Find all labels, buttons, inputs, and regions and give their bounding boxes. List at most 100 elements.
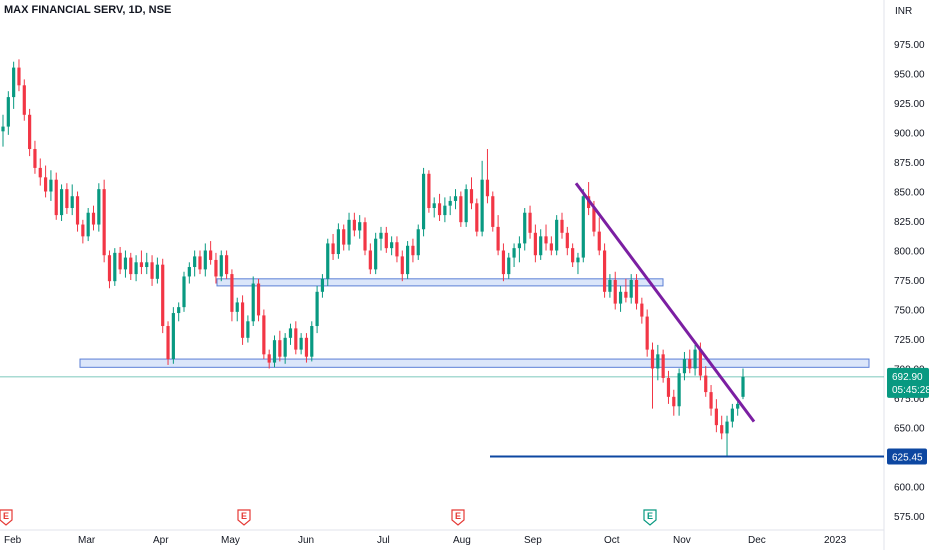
- x-tick-label: Mar: [78, 535, 96, 546]
- candle-body: [182, 276, 186, 308]
- candle-body: [576, 257, 580, 263]
- x-tick-label: Sep: [524, 535, 542, 546]
- candle-body: [86, 212, 90, 237]
- candle-body: [512, 248, 516, 258]
- candle-body: [427, 173, 431, 209]
- candle-body: [411, 245, 415, 256]
- candle-body: [54, 179, 58, 216]
- candle-body: [358, 222, 362, 231]
- candle-body: [65, 189, 69, 209]
- candle-body: [608, 280, 612, 292]
- y-tick-label: 950.00: [894, 70, 925, 81]
- candle-body: [347, 219, 351, 245]
- candle-body: [475, 203, 479, 232]
- earnings-event-icon[interactable]: E: [451, 509, 465, 526]
- candle-body: [400, 256, 404, 275]
- candle-body: [720, 425, 724, 434]
- candle-body: [43, 177, 48, 192]
- candle-body: [485, 179, 490, 197]
- y-tick-label: 875.00: [894, 158, 925, 169]
- y-tick-label: 850.00: [894, 188, 925, 199]
- price-zone: [216, 278, 664, 287]
- candle-body: [75, 196, 80, 225]
- candle-body: [336, 229, 340, 255]
- y-tick-label: 575.00: [894, 512, 925, 523]
- candle-body: [33, 149, 37, 168]
- y-tick-label: 800.00: [894, 247, 925, 258]
- x-tick-label: May: [221, 535, 240, 546]
- candle-body: [571, 248, 575, 263]
- event-marker-letter: E: [647, 511, 653, 521]
- candle-body: [533, 232, 537, 256]
- x-tick-label: Dec: [748, 535, 766, 546]
- candle-body: [656, 354, 660, 369]
- candle-body: [613, 280, 617, 304]
- candle-body: [453, 196, 458, 201]
- candle-body: [661, 354, 665, 378]
- candle-body: [501, 250, 506, 275]
- candle-body: [288, 328, 293, 338]
- y-tick-label: 775.00: [894, 276, 925, 287]
- candle-body: [150, 262, 154, 279]
- candle-body: [491, 196, 495, 227]
- y-tick-label: 825.00: [894, 217, 925, 228]
- candle-body: [384, 232, 388, 249]
- candle-body: [155, 264, 159, 279]
- candle-body: [219, 255, 223, 277]
- event-marker-shape: [237, 509, 251, 526]
- candle-body: [171, 313, 175, 360]
- candle-body: [528, 212, 532, 233]
- candle-body: [294, 328, 298, 350]
- candle-body: [240, 302, 245, 338]
- candle-body: [565, 232, 569, 249]
- candle-body: [555, 219, 559, 251]
- candle-body: [437, 203, 442, 216]
- candle-body: [283, 337, 287, 357]
- candle-body: [379, 232, 383, 239]
- event-marker-letter: E: [455, 511, 461, 521]
- candle-body: [214, 259, 218, 277]
- earnings-event-icon[interactable]: E: [0, 509, 13, 526]
- x-tick-label: Jul: [377, 535, 390, 546]
- candle-body: [139, 262, 144, 268]
- earnings-event-icon[interactable]: E: [643, 509, 657, 526]
- candle-body: [38, 167, 42, 178]
- candle-body: [123, 257, 128, 270]
- candle-body: [581, 196, 585, 258]
- candle-body: [320, 278, 325, 292]
- candle-body: [22, 85, 26, 115]
- y-tick-label: 725.00: [894, 335, 925, 346]
- earnings-event-icon[interactable]: E: [237, 509, 251, 526]
- candle-body: [592, 208, 596, 232]
- candle-body: [421, 173, 426, 230]
- candle-body: [49, 179, 53, 192]
- candle-body: [97, 189, 101, 225]
- candle-body: [539, 236, 543, 256]
- candle-body: [70, 196, 74, 209]
- candle-body: [272, 340, 277, 363]
- candle-body: [278, 340, 282, 357]
- candle-body: [406, 245, 410, 275]
- last-price-text: 692.90: [892, 372, 923, 383]
- candle-body: [395, 242, 399, 257]
- y-tick-label: 975.00: [894, 40, 925, 51]
- candle-body: [107, 255, 112, 282]
- event-marker-letter: E: [3, 511, 9, 521]
- last-price-tag: [887, 367, 929, 398]
- candle-body: [166, 326, 170, 360]
- candle-body: [645, 316, 649, 350]
- candle-body: [523, 212, 527, 244]
- y-tick-label: 925.00: [894, 99, 925, 110]
- candle-body: [235, 302, 239, 312]
- candle-body: [368, 250, 372, 270]
- candle-body: [326, 243, 330, 279]
- candle-body: [549, 243, 553, 251]
- candle-body: [198, 256, 202, 270]
- candle-body: [698, 349, 703, 376]
- candle-body: [730, 408, 734, 422]
- y-tick-label: 900.00: [894, 129, 925, 140]
- candle-body: [517, 243, 521, 249]
- candle-body: [187, 267, 191, 277]
- candle-body: [1, 126, 5, 132]
